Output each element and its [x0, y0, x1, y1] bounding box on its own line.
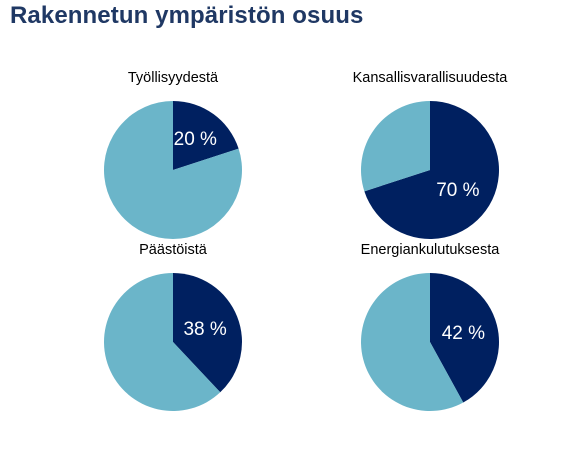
pie-svg: 20 %	[103, 100, 242, 239]
pie-slice-share	[173, 101, 239, 170]
pie-slice-share	[173, 273, 242, 393]
chart-title: Päästöistä	[139, 242, 207, 258]
pie-slice-share	[364, 101, 500, 239]
chart-title: Energiankulutuksesta	[360, 242, 500, 258]
pie-slice-rest	[103, 273, 221, 411]
pie-slice-rest	[103, 100, 242, 239]
chart-title: Kansallisvarallisuudesta	[352, 70, 508, 86]
slice-value-label: 70 %	[436, 180, 479, 201]
pie-slice-share	[430, 273, 500, 403]
pie-chart-tyollisyys: Työllisyydestä 20 %	[73, 70, 273, 250]
pie-chart-paastot: Päästöistä 38 %	[73, 242, 273, 422]
slice-value-label: 20 %	[174, 129, 217, 150]
slice-value-label: 42 %	[442, 323, 485, 344]
slice-value-label: 38 %	[183, 319, 226, 340]
pie-slice-rest	[361, 101, 430, 192]
pie-chart-energiankulutus: Energiankulutuksesta 42 %	[330, 242, 530, 422]
pie-slice-rest	[361, 273, 464, 411]
pie-svg: 42 %	[361, 273, 500, 411]
pie-svg: 70 %	[361, 101, 500, 239]
pie-svg: 38 %	[103, 273, 242, 411]
pie-chart-kansallisvarallisuus: Kansallisvarallisuudesta 70 %	[330, 70, 530, 250]
chart-title: Työllisyydestä	[127, 70, 219, 86]
page-title: Rakennetun ympäristön osuus	[10, 2, 364, 29]
